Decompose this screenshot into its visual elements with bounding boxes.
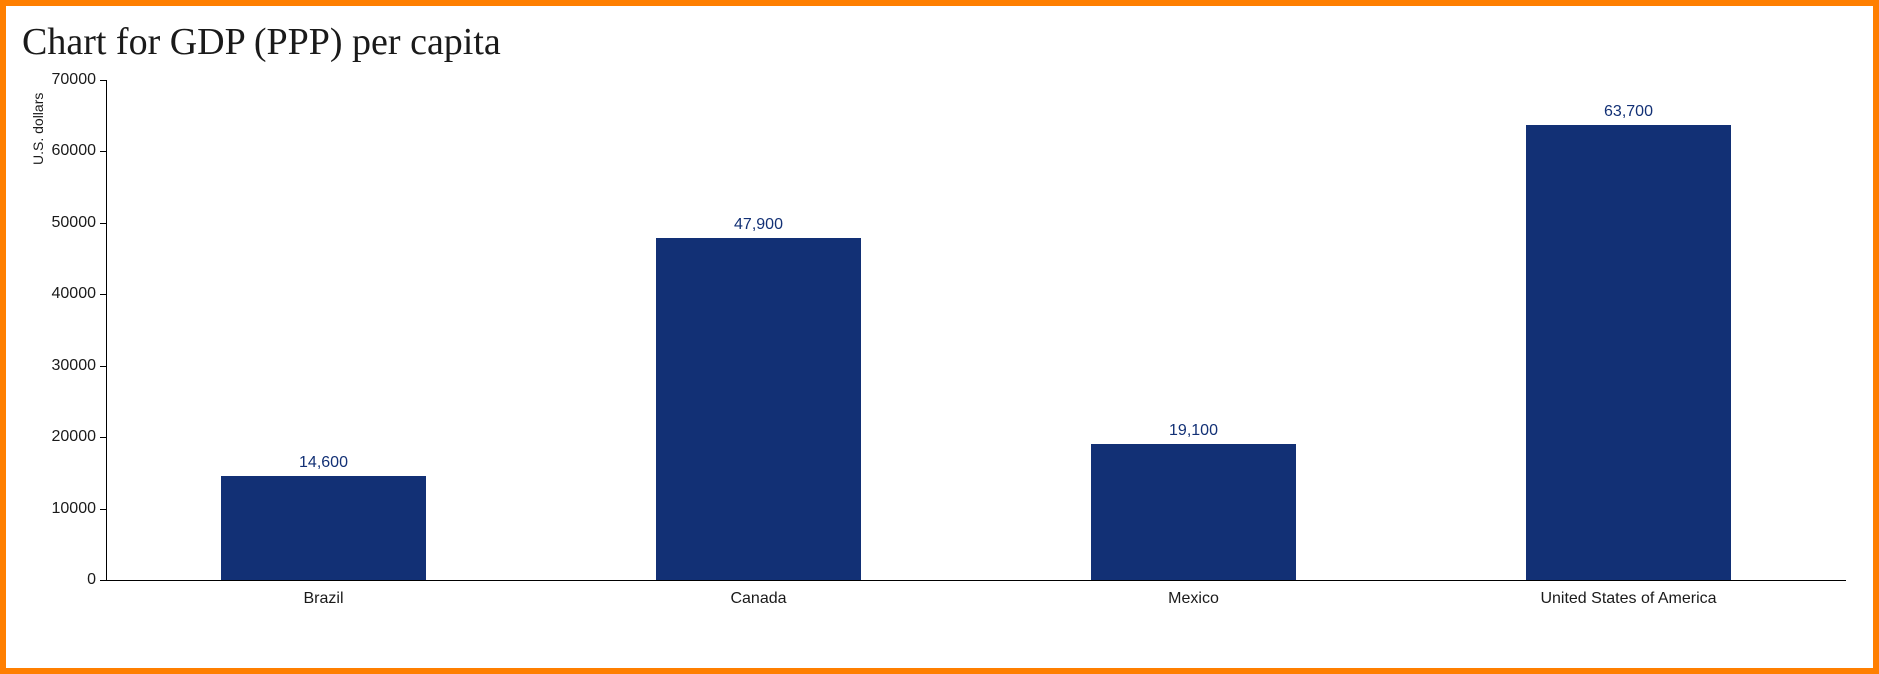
y-axis-line	[106, 80, 107, 580]
y-tick-mark	[100, 223, 106, 224]
y-tick-mark	[100, 509, 106, 510]
bar-value-label: 14,600	[299, 454, 348, 472]
y-tick-mark	[100, 437, 106, 438]
plot-area: 010000200003000040000500006000070000U.S.…	[106, 80, 1846, 580]
y-tick-mark	[100, 80, 106, 81]
bar-value-label: 47,900	[734, 216, 783, 234]
y-tick-mark	[100, 151, 106, 152]
y-tick-label: 50000	[36, 214, 96, 232]
bar-value-label: 19,100	[1169, 422, 1218, 440]
x-axis-line	[106, 580, 1846, 581]
y-tick-label: 0	[36, 571, 96, 589]
y-tick-label: 20000	[36, 428, 96, 446]
bar-value-label: 63,700	[1604, 103, 1653, 121]
y-tick-label: 10000	[36, 500, 96, 518]
bar	[221, 476, 425, 580]
bar	[656, 238, 860, 580]
y-tick-label: 70000	[36, 71, 96, 89]
y-tick-mark	[100, 580, 106, 581]
y-axis-label: U.S. dollars	[30, 93, 46, 165]
bar	[1091, 444, 1295, 580]
x-category-label: United States of America	[1540, 590, 1716, 608]
x-category-label: Canada	[730, 590, 786, 608]
bar	[1526, 125, 1730, 580]
y-tick-mark	[100, 366, 106, 367]
y-tick-label: 40000	[36, 285, 96, 303]
chart-title: Chart for GDP (PPP) per capita	[22, 20, 501, 64]
x-category-label: Mexico	[1168, 590, 1219, 608]
chart-frame: Chart for GDP (PPP) per capita 010000200…	[0, 0, 1879, 674]
y-tick-mark	[100, 294, 106, 295]
x-category-label: Brazil	[303, 590, 343, 608]
y-tick-label: 30000	[36, 357, 96, 375]
